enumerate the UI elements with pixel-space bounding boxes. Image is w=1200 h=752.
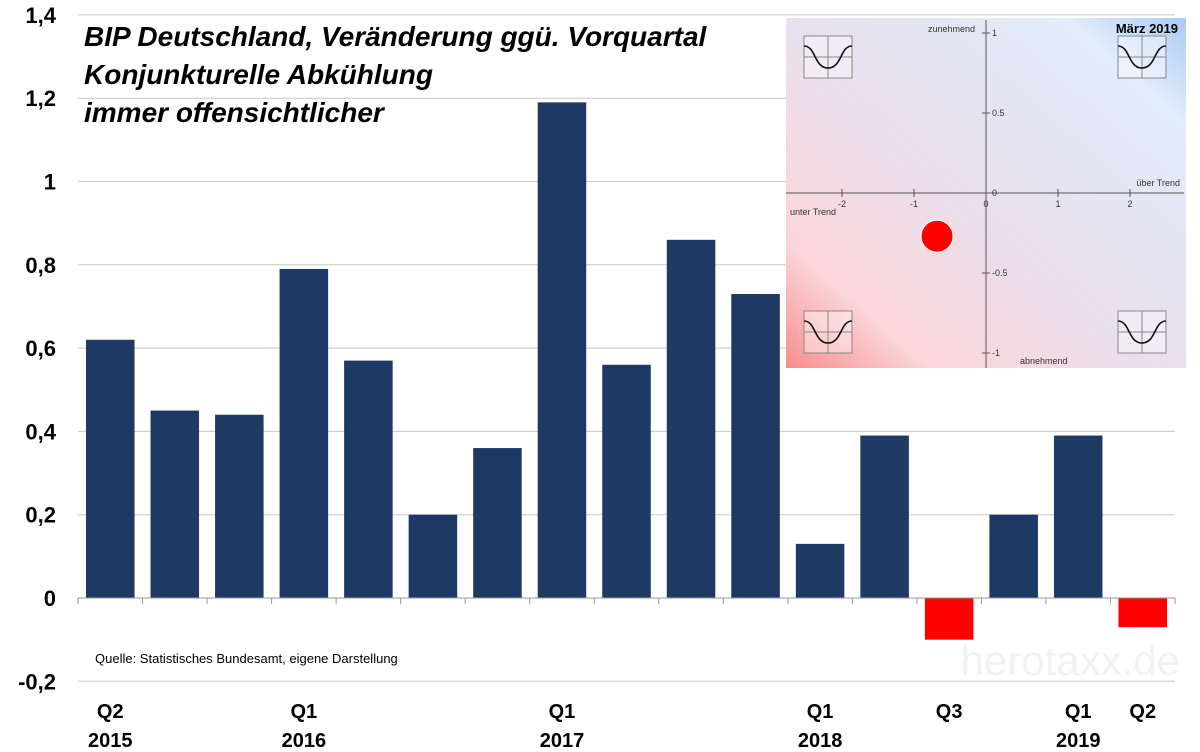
- x-label-year: 2015: [88, 730, 133, 752]
- inset-x-tick-label: 0: [983, 199, 988, 209]
- y-tick-label: 0,4: [25, 419, 56, 444]
- inset-x-tick-label: 1: [1055, 199, 1060, 209]
- x-label-year: 2016: [282, 730, 327, 752]
- inset-x-tick-label: 2: [1127, 199, 1132, 209]
- title-line-1: BIP Deutschland, Veränderung ggü. Vorqua…: [84, 21, 707, 52]
- source-note: Quelle: Statistisches Bundesamt, eigene …: [95, 651, 398, 666]
- cycle-curve-icon: [803, 45, 853, 69]
- inset-y-tick-label: 0: [992, 188, 997, 198]
- bar-q4-2017: [731, 293, 780, 598]
- bar-q2-2015: [86, 339, 135, 598]
- y-tick-label: 0,8: [25, 253, 56, 278]
- bar-q4-2016: [473, 448, 522, 598]
- bar-q2-2017: [602, 364, 651, 598]
- bar-q1-2016: [279, 268, 329, 598]
- inset-label-right: über Trend: [1136, 178, 1180, 188]
- bar-q1-2019: [1053, 435, 1103, 598]
- inset-label-left: unter Trend: [790, 207, 836, 217]
- inset-current-point: [920, 219, 954, 253]
- inset-y-tick-label: 1: [992, 28, 997, 38]
- bar-q1-2017: [537, 102, 587, 599]
- bar-q2-2018: [860, 435, 909, 598]
- bar-q2-2016: [344, 360, 393, 598]
- inset-y-tick-label: -1: [992, 348, 1000, 358]
- inset-x-tick-label: -2: [838, 199, 846, 209]
- title-line-3: immer offensichtlicher: [84, 97, 384, 128]
- bar-q3-2016: [408, 514, 458, 598]
- cycle-curve-icon: [1117, 45, 1167, 69]
- inset-title: März 2019: [1116, 21, 1178, 36]
- cycle-curve-icon: [1117, 320, 1167, 344]
- cycle-curve-icon: [803, 320, 853, 344]
- inset-x-tick-label: -1: [910, 199, 918, 209]
- y-tick-label: 1: [44, 170, 56, 195]
- inset-y-tick-label: -0.5: [992, 268, 1008, 278]
- inset-y-tick-label: 0.5: [992, 108, 1005, 118]
- x-label-quarter: Q1: [549, 701, 576, 723]
- x-label-quarter: Q2: [97, 701, 124, 723]
- y-tick-label: -0,2: [18, 669, 56, 694]
- x-label-quarter: Q1: [291, 701, 318, 723]
- y-tick-label: 1,4: [25, 3, 56, 28]
- x-label-quarter: Q2: [1129, 701, 1156, 723]
- bar-q3-2018: [924, 598, 974, 640]
- bar-q2-2019: [1118, 598, 1167, 628]
- x-label-quarter: Q3: [936, 701, 963, 723]
- watermark: herotaxx.de: [961, 637, 1180, 684]
- x-label-quarter: Q1: [1065, 701, 1092, 723]
- y-tick-label: 0,2: [25, 503, 56, 528]
- x-label-quarter: Q1: [807, 701, 834, 723]
- x-label-year: 2017: [540, 730, 585, 752]
- x-label-year: 2018: [798, 730, 843, 752]
- bar-q4-2018: [989, 514, 1038, 598]
- bar-q1-2018: [795, 543, 845, 598]
- inset-label-bottom: abnehmend: [1020, 356, 1068, 366]
- bar-q4-2015: [215, 414, 264, 598]
- bar-q3-2017: [666, 239, 716, 598]
- chart-title: BIP Deutschland, Veränderung ggü. Vorqua…: [84, 18, 706, 132]
- title-line-2: Konjunkturelle Abkühlung: [84, 59, 433, 90]
- x-label-year: 2019: [1056, 730, 1101, 752]
- y-tick-label: 1,2: [25, 86, 56, 111]
- y-tick-label: 0,6: [25, 336, 56, 361]
- y-tick-label: 0: [44, 586, 56, 611]
- bar-q3-2015: [150, 410, 200, 598]
- inset-label-top: zunehmend: [928, 24, 975, 34]
